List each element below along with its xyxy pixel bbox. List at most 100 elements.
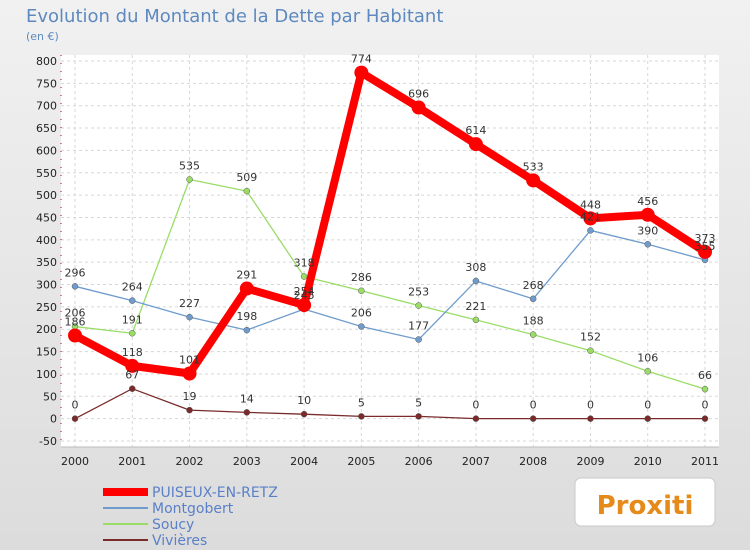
data-label: 0 <box>587 399 594 412</box>
x-tick-label: 2010 <box>634 455 662 468</box>
data-label: 456 <box>637 195 658 208</box>
x-tick-label: 2004 <box>290 455 318 468</box>
data-label: 296 <box>65 266 86 279</box>
data-point <box>587 227 594 234</box>
data-label: 535 <box>179 159 200 172</box>
logo-box <box>574 477 716 527</box>
data-point <box>243 409 251 416</box>
data-point <box>186 313 193 321</box>
data-label: 533 <box>523 160 544 173</box>
data-label: 152 <box>580 331 601 344</box>
y-tick-label: 250 <box>36 301 57 314</box>
data-point <box>526 173 541 188</box>
y-tick-label: 300 <box>36 279 57 292</box>
series-line-2 <box>74 178 706 390</box>
data-point <box>415 302 422 309</box>
data-point <box>300 410 308 418</box>
data-label: 0 <box>472 399 479 412</box>
x-tick-label: 2011 <box>691 455 719 468</box>
y-tick-label: 400 <box>36 234 57 247</box>
y-tick-label: -50 <box>39 435 57 448</box>
data-label: 14 <box>240 392 254 405</box>
data-point <box>698 244 712 259</box>
data-label: 66 <box>698 369 712 382</box>
x-tick-label: 2003 <box>233 455 261 468</box>
data-point <box>701 415 709 422</box>
data-point <box>71 283 79 290</box>
data-label: 67 <box>125 369 139 382</box>
series-line-3 <box>74 388 706 420</box>
legend-label: Vivières <box>152 533 207 549</box>
data-point <box>358 323 365 330</box>
y-axis-unit: (en €) <box>26 30 59 43</box>
data-point <box>587 347 594 354</box>
data-label: 421 <box>580 210 601 223</box>
data-point <box>182 366 197 381</box>
axes: -500501001502002503003504004505005506006… <box>36 55 719 468</box>
x-tick-label: 2005 <box>347 455 375 468</box>
series-line-0 <box>71 68 709 378</box>
data-label: 227 <box>179 297 200 310</box>
series-line-1 <box>74 229 706 341</box>
x-tick-label: 2008 <box>519 455 547 468</box>
grid <box>61 55 719 447</box>
data-label: 0 <box>702 399 709 412</box>
data-label: 118 <box>122 346 143 359</box>
data-label: 253 <box>408 286 429 299</box>
data-point <box>71 415 79 422</box>
data-label: 5 <box>358 396 365 409</box>
data-label: 264 <box>122 281 143 294</box>
data-label: 696 <box>408 87 429 100</box>
data-point <box>129 330 136 337</box>
data-label: 291 <box>236 269 257 282</box>
data-point <box>415 336 422 343</box>
x-tick-label: 2002 <box>176 455 204 468</box>
data-label: 101 <box>179 353 200 366</box>
data-point <box>129 385 136 392</box>
y-tick-label: 650 <box>36 122 57 135</box>
y-tick-label: 550 <box>36 167 57 180</box>
data-point <box>701 385 709 393</box>
data-label: 308 <box>465 261 486 274</box>
data-point <box>411 100 426 115</box>
data-point <box>415 413 422 420</box>
series-layer <box>68 65 712 422</box>
legend-label: PUISEUX-EN-RETZ <box>152 485 278 501</box>
data-label: 186 <box>65 315 86 328</box>
data-point <box>468 137 483 152</box>
data-label: 286 <box>351 271 372 284</box>
y-tick-label: 450 <box>36 211 57 224</box>
data-point <box>186 176 193 183</box>
data-label: 191 <box>122 313 143 326</box>
data-point <box>129 297 136 304</box>
data-point <box>239 281 254 296</box>
data-label: 198 <box>236 310 257 323</box>
data-point <box>472 316 480 324</box>
y-tick-label: 500 <box>36 189 57 202</box>
data-point <box>529 415 537 422</box>
data-point <box>358 413 365 420</box>
y-tick-label: 800 <box>36 55 57 68</box>
data-point <box>644 241 651 248</box>
data-point <box>297 298 312 313</box>
data-label: 254 <box>294 285 315 298</box>
data-label: 0 <box>530 399 537 412</box>
data-point <box>644 368 651 375</box>
data-label: 19 <box>183 390 197 403</box>
x-tick-label: 2009 <box>576 455 604 468</box>
x-tick-label: 2001 <box>118 455 146 468</box>
data-label: 0 <box>72 399 79 412</box>
data-label: 10 <box>297 394 311 407</box>
data-point <box>125 358 140 373</box>
x-tick-label: 2000 <box>61 455 89 468</box>
data-point <box>472 415 480 422</box>
data-point <box>243 326 251 334</box>
data-label: 206 <box>65 307 86 320</box>
data-label: 509 <box>236 171 257 184</box>
data-labels: 186 118 101 291 254 774 696 614 533 448 456 373 296 2… <box>65 53 716 412</box>
y-tick-label: 700 <box>36 100 57 113</box>
data-label: 614 <box>465 124 486 137</box>
data-label: 0 <box>644 399 651 412</box>
data-point <box>529 295 537 303</box>
